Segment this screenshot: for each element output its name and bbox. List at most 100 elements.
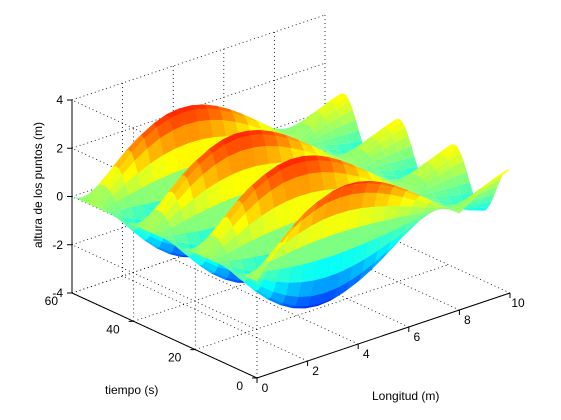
surface-patch (485, 178, 501, 192)
surface-patch (115, 216, 131, 230)
surface-patch (205, 181, 222, 209)
surface-patch (121, 219, 138, 231)
surface-patch (191, 104, 208, 110)
surface-patch (289, 264, 305, 283)
surface-patch (364, 183, 381, 193)
surface-patch (209, 139, 225, 154)
surface-patch (185, 121, 201, 144)
surface-patch (469, 188, 485, 201)
surface-patch (387, 233, 403, 252)
surface-patch (311, 145, 328, 150)
surface-patch (314, 146, 331, 153)
surface-patch (115, 195, 132, 210)
surface-patch (317, 148, 334, 155)
surface-patch (308, 114, 325, 129)
surface-patch (421, 207, 438, 213)
surface-patch (435, 196, 451, 202)
surface-patch (388, 176, 405, 183)
surface-patch (229, 109, 246, 118)
surface-patch (286, 282, 302, 297)
grid-line (71, 159, 326, 246)
surface-patch (156, 118, 173, 139)
surface-patch (93, 186, 110, 208)
surface-patch (247, 262, 264, 279)
surface-patch (351, 151, 368, 166)
surface-patch (407, 176, 423, 191)
surface-patch (305, 112, 322, 126)
surface-patch (215, 156, 232, 182)
surface-patch (374, 192, 390, 207)
surface-patch (158, 228, 175, 238)
surface-patch (438, 168, 455, 183)
surface-patch (352, 242, 369, 267)
surface-patch (283, 133, 300, 140)
surface-patch (338, 158, 355, 166)
surface-patch (336, 194, 352, 215)
surface-patch (354, 137, 371, 149)
z-axis-label: altura de los puntos (m) (31, 122, 45, 248)
surface-patch (289, 123, 306, 137)
surface-patch (283, 177, 300, 202)
surface-patch (242, 114, 258, 123)
surface-patch (137, 163, 154, 189)
surface-patch (112, 184, 129, 203)
surface-patch (444, 186, 461, 196)
surface-patch (444, 147, 461, 161)
surface-patch (403, 175, 420, 190)
surface-patch (270, 292, 286, 304)
surface-patch (239, 240, 255, 260)
surface-patch (280, 131, 296, 139)
surface-patch (302, 112, 319, 124)
surface-patch (171, 221, 187, 236)
surface-patch (226, 200, 243, 220)
surface-patch (210, 247, 227, 262)
surface-patch (270, 182, 287, 208)
surface-patch (317, 234, 334, 261)
surface-patch (103, 165, 119, 187)
surface-patch (393, 185, 409, 192)
surface-patch (386, 118, 403, 130)
surface-patch (245, 117, 262, 129)
surface-patch (232, 270, 249, 282)
surface-patch (180, 199, 197, 222)
surface-patch (305, 160, 322, 174)
surface-patch (342, 181, 359, 188)
surface-patch (286, 123, 303, 136)
surface-patch (100, 165, 116, 185)
z-tick-label: -2 (52, 238, 63, 252)
surface-patch (221, 133, 238, 145)
surface-patch (217, 106, 233, 113)
surface-patch (339, 184, 356, 198)
surface-patch (125, 134, 142, 152)
surface-patch (292, 244, 308, 267)
surface-patch (146, 236, 163, 248)
surface-patch (336, 266, 353, 289)
surface-patch (189, 254, 206, 266)
surface-patch (317, 130, 334, 141)
surface-patch (251, 234, 268, 258)
surface-patch (345, 208, 362, 231)
surface-patch (400, 174, 417, 188)
surface-patch (299, 112, 316, 124)
surface-patch (245, 200, 262, 226)
surface-patch (340, 109, 356, 125)
surface-patch (172, 124, 189, 149)
surface-layer (72, 93, 510, 309)
surface-patch (133, 214, 150, 227)
surface-patch (380, 218, 397, 237)
surface-patch (425, 175, 442, 188)
surface-patch (290, 156, 306, 165)
surface-patch (406, 213, 422, 225)
surface-patch (124, 220, 141, 230)
surface-patch (432, 155, 448, 170)
surface-patch (142, 209, 159, 231)
x-tick-label: 10 (511, 296, 525, 310)
surface-patch (163, 148, 179, 177)
surface-patch (202, 164, 219, 190)
surface-patch (128, 134, 145, 153)
surface-patch (263, 269, 280, 282)
surface-patch (457, 182, 473, 195)
surface-patch (242, 190, 259, 213)
surface-patch (295, 225, 311, 250)
surface-patch (233, 212, 249, 237)
